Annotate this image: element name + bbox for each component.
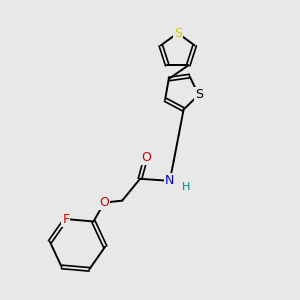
Text: H: H [182, 182, 190, 192]
Text: S: S [174, 27, 182, 40]
Text: S: S [195, 88, 203, 101]
Text: F: F [62, 213, 69, 226]
Text: O: O [99, 196, 109, 209]
Text: N: N [165, 174, 174, 187]
Text: O: O [141, 151, 151, 164]
